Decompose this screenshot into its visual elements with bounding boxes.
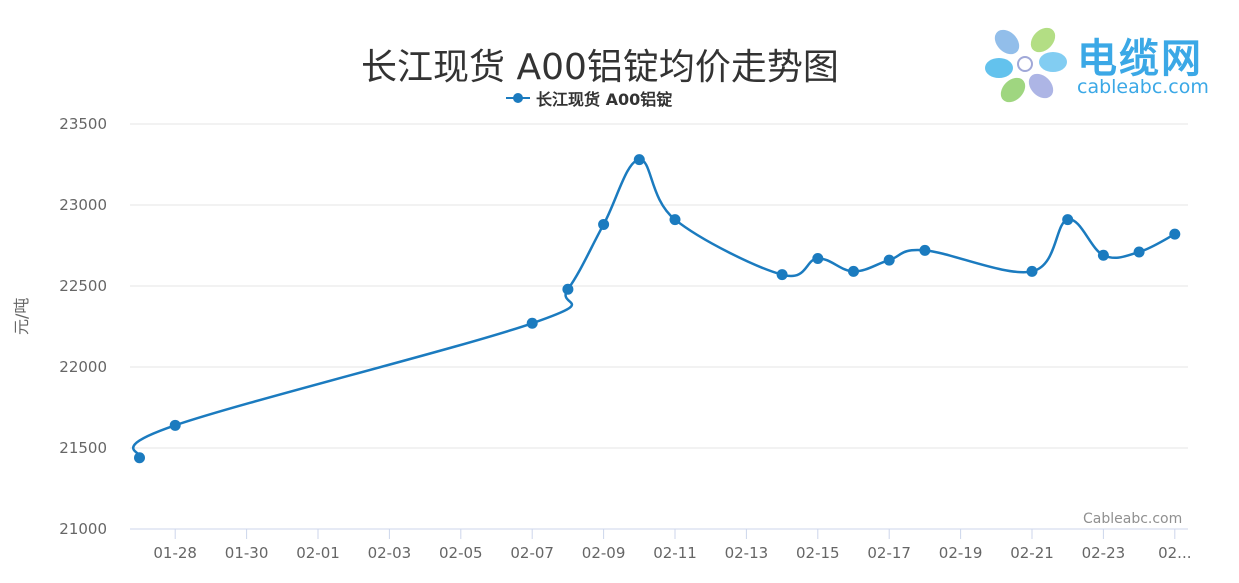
legend-label: 长江现货 A00铝锭 bbox=[536, 90, 673, 109]
x-tick-label: 02-01 bbox=[296, 544, 340, 562]
x-tick-label: 02-03 bbox=[368, 544, 412, 562]
data-point[interactable] bbox=[848, 265, 859, 277]
data-point[interactable] bbox=[526, 317, 538, 329]
data-point[interactable] bbox=[1097, 249, 1109, 261]
x-tick-label: 01-28 bbox=[153, 544, 197, 562]
x-tick-label: 02-07 bbox=[510, 544, 554, 562]
chart-title: 长江现货 A00铝锭均价走势图 bbox=[361, 47, 839, 88]
series-line bbox=[132, 158, 1176, 459]
x-tick-label: 02-09 bbox=[582, 544, 626, 562]
y-tick-label: 23500 bbox=[59, 115, 107, 133]
x-tick-label: 02-23 bbox=[1082, 544, 1126, 562]
x-tick-label: 02-05 bbox=[439, 544, 483, 562]
data-point[interactable] bbox=[669, 214, 681, 226]
y-tick-label: 22500 bbox=[59, 277, 107, 295]
data-point[interactable] bbox=[776, 269, 788, 281]
flower-logo-icon bbox=[985, 27, 1067, 103]
data-point[interactable] bbox=[883, 254, 895, 266]
logo-text-en: cableabc.com bbox=[1077, 76, 1209, 98]
data-point[interactable] bbox=[169, 419, 181, 431]
legend[interactable]: 长江现货 A00铝锭 bbox=[506, 86, 672, 110]
y-tick-label: 21500 bbox=[59, 439, 107, 457]
logo-text-cn: 电缆网 bbox=[1077, 36, 1203, 82]
data-point[interactable] bbox=[1133, 246, 1145, 258]
grid-lines bbox=[130, 123, 1188, 449]
series-layer bbox=[132, 154, 1181, 464]
legend-marker-icon bbox=[506, 91, 530, 105]
x-tick-label: 02-21 bbox=[1010, 544, 1054, 562]
watermark: Cableabc.com bbox=[1083, 511, 1183, 527]
data-point[interactable] bbox=[598, 218, 610, 230]
data-point[interactable] bbox=[134, 452, 145, 464]
x-tick-label: 01-30 bbox=[225, 544, 269, 562]
x-tick-label: 02-19 bbox=[939, 544, 983, 562]
data-point[interactable] bbox=[1062, 214, 1074, 226]
logo: 电缆网 cableabc.com bbox=[985, 20, 1235, 110]
x-axis: 01-28 01-30 02-01 02-03 02-05 02-07 02-09 02-11… bbox=[130, 528, 1192, 562]
data-point[interactable] bbox=[919, 244, 931, 256]
data-point[interactable] bbox=[633, 154, 645, 166]
data-point[interactable] bbox=[812, 252, 824, 264]
y-tick-label: 21000 bbox=[59, 520, 107, 538]
x-tick-label: 02-13 bbox=[725, 544, 769, 562]
y-tick-label: 23000 bbox=[59, 196, 107, 214]
y-axis-ticks: 21000 21500 22000 22500 23000 23500 bbox=[59, 115, 107, 538]
data-point[interactable] bbox=[1169, 228, 1181, 240]
x-tick-label: 02... bbox=[1158, 544, 1191, 562]
x-tick-label: 02-11 bbox=[653, 544, 697, 562]
y-tick-label: 22000 bbox=[59, 358, 107, 376]
x-tick-label: 02-17 bbox=[867, 544, 911, 562]
data-point[interactable] bbox=[1026, 265, 1038, 277]
data-point[interactable] bbox=[562, 283, 574, 295]
x-tick-label: 02-15 bbox=[796, 544, 840, 562]
